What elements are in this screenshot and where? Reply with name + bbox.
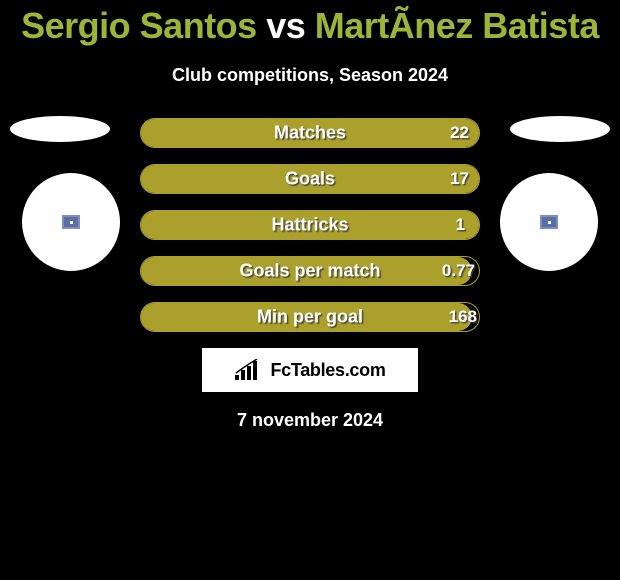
placeholder-icon [540,215,558,229]
stat-bar-value: 168 [449,307,477,327]
comparison-infographic: Sergio Santos vs MartÃ­nez Batista Club … [0,0,620,431]
right-player-badge [500,173,598,271]
stat-bar-label: Goals [285,169,335,190]
placeholder-icon [62,215,80,229]
stat-bar-value: 17 [450,169,469,189]
stat-bar-label: Min per goal [257,307,363,328]
attribution-text: FcTables.com [270,360,385,381]
stat-bar-value: 1 [456,215,465,235]
stat-bar-label: Goals per match [239,261,380,282]
date-text: 7 november 2024 [0,410,620,431]
stat-bar: Hattricks 1 [140,210,480,240]
stat-bars: Matches 22 Goals 17 Hattricks 1 Goals per matc… [140,118,480,332]
stat-bar: Matches 22 [140,118,480,148]
player1-name: Sergio Santos [21,5,257,46]
left-flag-ellipse [10,116,110,142]
subtitle: Club competitions, Season 2024 [0,65,620,86]
vs-separator: vs [266,5,305,46]
placeholder-icon-dot [70,221,73,224]
stat-bar-label: Hattricks [271,215,348,236]
placeholder-icon-dot [548,221,551,224]
attribution-logo-icon [234,359,264,381]
player2-name: MartÃ­nez Batista [315,5,599,46]
stat-bar-value: 22 [450,123,469,143]
left-player-badge [22,173,120,271]
stat-bar: Goals 17 [140,164,480,194]
stat-bar: Goals per match 0.77 [140,256,480,286]
attribution-badge: FcTables.com [202,348,418,392]
stat-bar-value: 0.77 [442,261,475,281]
right-flag-ellipse [510,116,610,142]
page-title: Sergio Santos vs MartÃ­nez Batista [0,0,620,47]
stat-bar-label: Matches [274,123,346,144]
stat-bar: Min per goal 168 [140,302,480,332]
chart-area: Matches 22 Goals 17 Hattricks 1 Goals per matc… [0,118,620,332]
